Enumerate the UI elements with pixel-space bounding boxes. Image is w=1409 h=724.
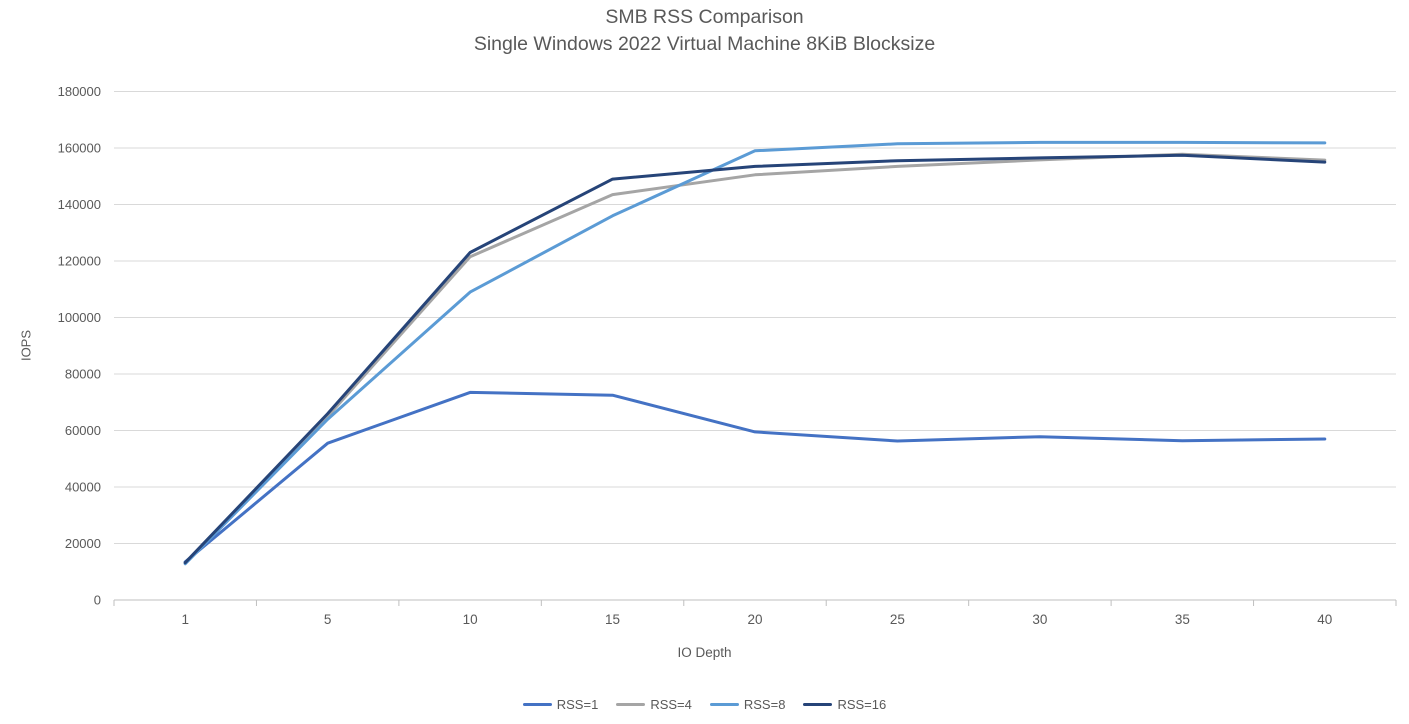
legend-swatch-icon xyxy=(803,702,833,707)
x-tick-label: 10 xyxy=(463,612,478,627)
x-tick-label: 1 xyxy=(181,612,189,627)
x-tick-label: 40 xyxy=(1317,612,1332,627)
series-line-rss-8 xyxy=(183,140,1327,566)
legend-swatch-icon xyxy=(522,702,552,707)
y-tick-label: 0 xyxy=(94,593,101,608)
legend-item-rss-8: RSS=8 xyxy=(709,697,786,712)
legend: RSS=1 RSS=4 RSS=8 RSS=16 xyxy=(0,697,1409,712)
legend-label: RSS=16 xyxy=(837,697,887,712)
series-line-rss-1 xyxy=(183,390,1327,564)
legend-item-rss-1: RSS=1 xyxy=(522,697,599,712)
y-tick-label: 40000 xyxy=(65,480,101,495)
x-tick-label: 35 xyxy=(1175,612,1190,627)
legend-label: RSS=4 xyxy=(650,697,692,712)
x-tick-label: 5 xyxy=(324,612,332,627)
y-tick-label: 180000 xyxy=(58,84,101,99)
y-tick-label: 160000 xyxy=(58,141,101,156)
legend-swatch-icon xyxy=(709,702,739,707)
y-tick-label: 120000 xyxy=(58,254,101,269)
chart-title: SMB RSS Comparison xyxy=(605,6,804,28)
legend-label: RSS=1 xyxy=(556,697,599,712)
y-axis-title: IOPS xyxy=(18,329,34,362)
x-tick-label: 20 xyxy=(747,612,762,627)
y-tick-label: 100000 xyxy=(58,310,101,325)
x-tick-label: 25 xyxy=(890,612,905,627)
y-tick-label: 80000 xyxy=(65,367,101,382)
y-tick-label: 20000 xyxy=(65,536,101,551)
x-axis-title: IO Depth xyxy=(677,645,732,660)
chart-subtitle: Single Windows 2022 Virtual Machine 8KiB… xyxy=(473,33,936,55)
y-tick-label: 60000 xyxy=(65,423,101,438)
legend-item-rss-4: RSS=4 xyxy=(616,697,692,712)
legend-swatch-icon xyxy=(616,702,646,707)
series-line-rss-16 xyxy=(183,153,1327,565)
y-tick-label: 140000 xyxy=(58,197,101,212)
x-tick-label: 30 xyxy=(1032,612,1047,627)
legend-label: RSS=8 xyxy=(743,697,786,712)
x-tick-label: 15 xyxy=(605,612,620,627)
legend-item-rss-16: RSS=16 xyxy=(803,697,886,712)
chart-title-block: SMB RSS Comparison Single Windows 2022 V… xyxy=(0,4,1409,58)
series-line-rss-4 xyxy=(183,152,1327,565)
